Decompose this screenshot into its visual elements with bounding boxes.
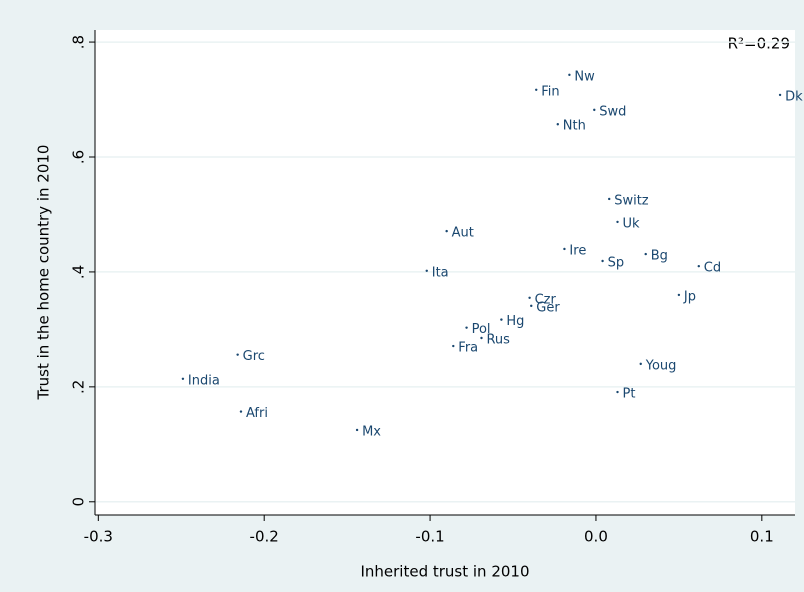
point-label: Uk (623, 216, 641, 231)
point (568, 73, 571, 77)
x-tick-label: -0.1 (415, 528, 444, 546)
x-tick-label: 0.0 (584, 528, 608, 546)
point (452, 344, 455, 348)
point (563, 247, 566, 251)
point-label: Ger (536, 300, 560, 315)
point (465, 326, 468, 329)
y-tick-label: .4 (70, 265, 88, 279)
point-label: Pt (623, 387, 636, 402)
point-label: Mx (362, 424, 381, 439)
point-label: Nw (574, 69, 595, 84)
point-label: Dk (785, 89, 803, 104)
point (355, 428, 359, 432)
point (556, 123, 559, 126)
x-tick-label: 0.1 (750, 528, 774, 546)
point (601, 259, 604, 263)
point-label: Swd (599, 104, 626, 119)
point-label: Youg (645, 358, 677, 373)
point-label: Fra (458, 341, 478, 356)
point-label: Hg (506, 314, 524, 329)
point (608, 197, 611, 201)
y-tick-label: 0 (70, 497, 88, 507)
point (239, 410, 243, 413)
point (639, 362, 642, 366)
point-label: Czr (535, 292, 557, 307)
point (778, 93, 782, 97)
point-label: Fin (541, 84, 559, 99)
y-axis-title: Trust in the home country in 2010 (35, 145, 53, 401)
point-label: Switz (614, 193, 649, 208)
point (530, 304, 533, 308)
point (677, 293, 681, 297)
point (697, 264, 700, 268)
point (644, 252, 647, 256)
point (528, 296, 531, 299)
point-label: Ire (569, 243, 586, 258)
point (425, 269, 428, 272)
point-label: Pol (472, 322, 491, 337)
point (593, 108, 596, 112)
x-tick-label: -0.2 (250, 528, 279, 546)
x-axis-title: Inherited trust in 2010 (360, 563, 529, 581)
y-tick-label: .8 (70, 35, 88, 49)
x-tick-label: -0.3 (84, 528, 113, 546)
point-label: Sp (608, 256, 625, 271)
point-label: Grc (243, 349, 265, 364)
point (535, 88, 538, 91)
point-label: India (188, 373, 220, 388)
point-label: Bg (651, 249, 668, 264)
point-label: Rus (486, 333, 510, 348)
point-label: Cd (704, 261, 721, 276)
point-label: Nth (563, 119, 586, 134)
y-tick-label: .2 (70, 380, 88, 394)
point (181, 377, 185, 381)
point (445, 229, 448, 233)
point (236, 353, 239, 356)
point (616, 220, 619, 224)
point-label: Ita (432, 265, 449, 280)
point (500, 318, 503, 321)
point-label: Jp (683, 289, 696, 304)
point-label: Afri (246, 406, 268, 421)
point (480, 336, 483, 340)
y-tick-label: .6 (70, 150, 88, 164)
annotation: R²=0.29 (728, 35, 790, 53)
point (616, 390, 619, 394)
point-label: Aut (452, 226, 474, 241)
